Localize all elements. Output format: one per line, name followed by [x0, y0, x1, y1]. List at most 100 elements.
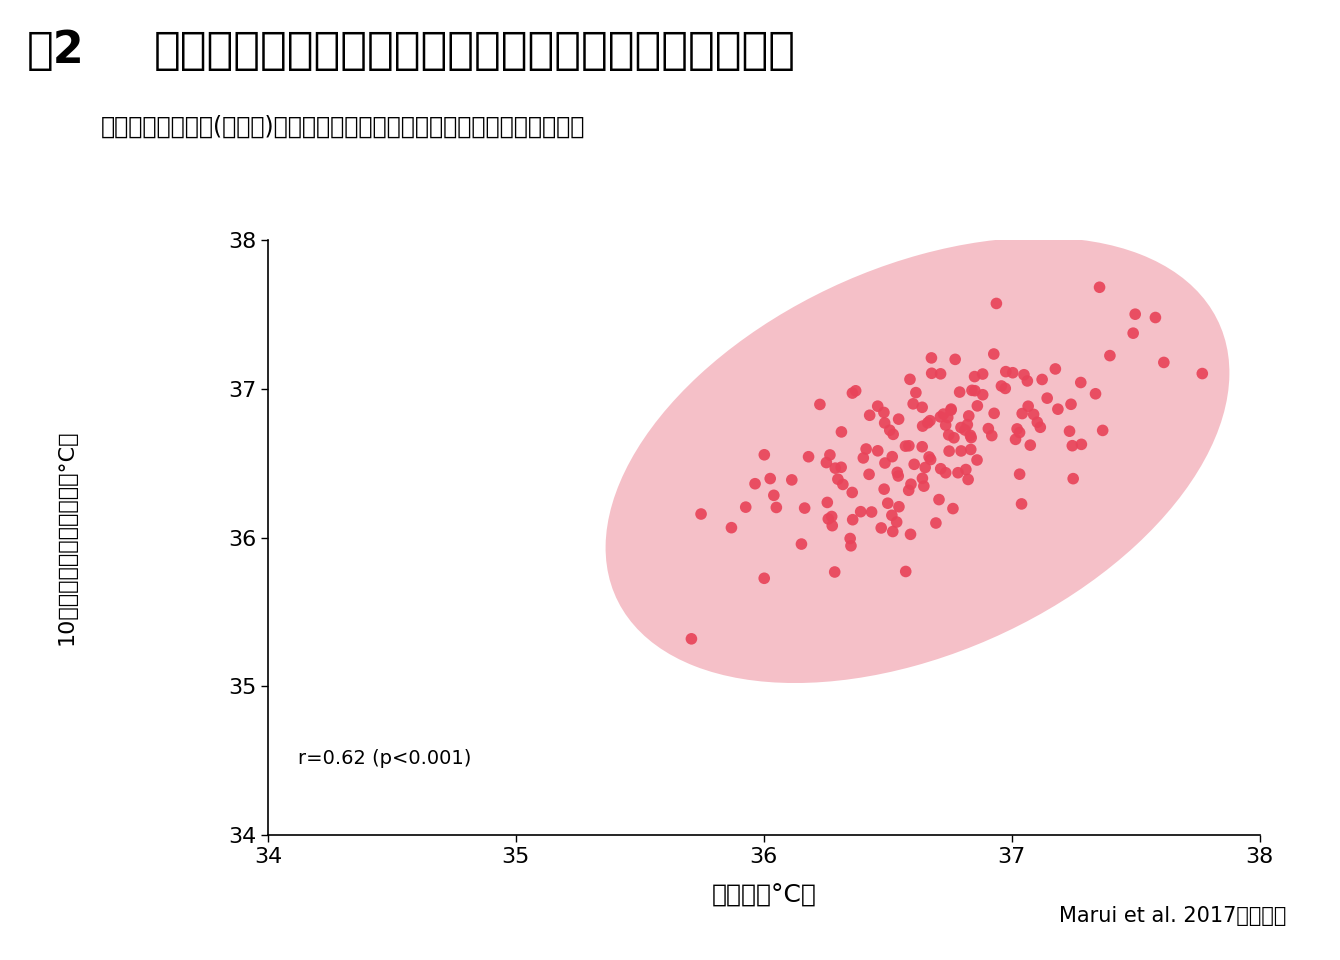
- Point: [895, 439, 917, 454]
- Point: [1063, 471, 1084, 487]
- Point: [736, 499, 757, 515]
- Point: [690, 506, 712, 521]
- Point: [867, 444, 888, 459]
- Text: r=0.62 (p<0.001): r=0.62 (p<0.001): [297, 749, 472, 768]
- Point: [914, 460, 935, 475]
- Point: [1099, 348, 1120, 363]
- Point: [874, 416, 895, 431]
- Point: [918, 449, 939, 465]
- Point: [762, 488, 784, 503]
- Point: [898, 438, 919, 453]
- Point: [850, 504, 871, 519]
- Point: [871, 520, 892, 536]
- Point: [900, 476, 922, 492]
- Point: [1022, 407, 1044, 422]
- Point: [753, 447, 775, 463]
- Point: [840, 539, 862, 554]
- Point: [963, 369, 985, 384]
- Point: [1005, 432, 1026, 447]
- Point: [817, 512, 839, 527]
- Point: [1154, 355, 1175, 371]
- Point: [966, 398, 988, 414]
- Point: [888, 412, 910, 427]
- Point: [954, 422, 976, 438]
- Point: [1144, 310, 1166, 325]
- Point: [1010, 496, 1032, 512]
- Point: [903, 457, 925, 472]
- Point: [935, 418, 957, 433]
- Point: [797, 449, 819, 465]
- Point: [902, 396, 923, 412]
- Point: [1124, 306, 1146, 322]
- Point: [972, 367, 993, 382]
- Point: [941, 401, 962, 417]
- Point: [1006, 421, 1028, 437]
- Point: [965, 383, 986, 398]
- Point: [961, 430, 982, 445]
- Point: [1026, 415, 1048, 430]
- Point: [887, 465, 909, 480]
- Point: [821, 518, 843, 534]
- Point: [859, 467, 880, 482]
- Point: [895, 564, 917, 579]
- Point: [943, 430, 965, 445]
- Point: [899, 372, 921, 387]
- Point: [930, 461, 951, 476]
- Point: [791, 537, 812, 552]
- Point: [824, 461, 846, 476]
- Point: [945, 351, 966, 367]
- Point: [887, 468, 909, 484]
- Point: [846, 383, 867, 398]
- Ellipse shape: [606, 237, 1229, 683]
- Point: [1123, 325, 1144, 341]
- Point: [831, 460, 852, 475]
- Point: [874, 455, 895, 470]
- Point: [935, 465, 957, 480]
- Point: [721, 520, 742, 536]
- Point: [958, 408, 980, 423]
- Point: [930, 409, 951, 424]
- Point: [925, 516, 946, 531]
- Point: [957, 471, 978, 487]
- Text: Marui et al. 2017より作成: Marui et al. 2017より作成: [1059, 906, 1286, 926]
- Point: [950, 444, 972, 459]
- Point: [1009, 425, 1030, 441]
- Point: [882, 449, 903, 465]
- Point: [921, 452, 942, 468]
- Point: [978, 420, 1000, 436]
- Point: [947, 465, 969, 480]
- Point: [966, 452, 988, 468]
- Point: [821, 509, 843, 524]
- Point: [961, 383, 982, 398]
- Point: [882, 508, 903, 523]
- Point: [819, 447, 840, 463]
- Point: [886, 515, 907, 530]
- Point: [996, 364, 1017, 379]
- Point: [984, 406, 1005, 421]
- Point: [898, 483, 919, 498]
- Point: [921, 366, 942, 381]
- Point: [878, 495, 899, 511]
- Point: [959, 442, 981, 457]
- Point: [852, 450, 874, 466]
- Point: [1061, 438, 1083, 453]
- Point: [827, 471, 848, 487]
- Point: [760, 471, 781, 487]
- Point: [959, 427, 981, 443]
- Point: [1060, 396, 1081, 412]
- Point: [765, 500, 787, 516]
- Point: [860, 504, 882, 519]
- Text: 図2: 図2: [27, 29, 84, 72]
- Point: [824, 564, 846, 580]
- Point: [972, 387, 993, 402]
- Point: [917, 415, 938, 430]
- Point: [1002, 365, 1024, 380]
- Point: [781, 472, 803, 488]
- Point: [832, 477, 854, 492]
- Point: [1012, 406, 1033, 421]
- Point: [986, 296, 1008, 311]
- X-axis label: 鼓膜温（°C）: 鼓膜温（°C）: [712, 883, 816, 907]
- Point: [933, 406, 954, 421]
- Point: [957, 417, 978, 432]
- Point: [1009, 467, 1030, 482]
